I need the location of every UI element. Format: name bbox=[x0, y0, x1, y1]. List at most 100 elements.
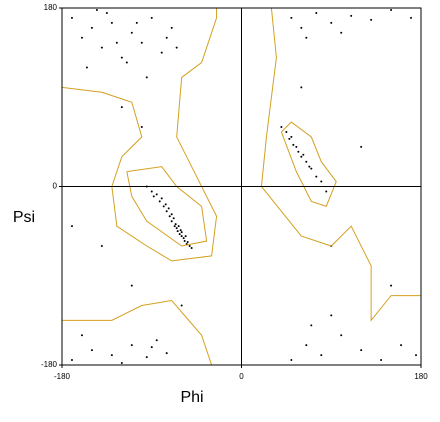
point bbox=[370, 18, 373, 21]
point bbox=[180, 231, 183, 234]
contour bbox=[126, 166, 208, 247]
x-tick-label: 180 bbox=[414, 372, 428, 381]
point bbox=[165, 352, 168, 355]
point bbox=[288, 137, 291, 140]
point bbox=[170, 26, 173, 29]
point bbox=[177, 225, 180, 228]
point bbox=[305, 160, 308, 163]
point bbox=[80, 334, 83, 337]
point bbox=[305, 36, 308, 39]
point bbox=[290, 16, 293, 19]
point bbox=[150, 16, 153, 19]
y-tick-label: -180 bbox=[41, 360, 58, 369]
point bbox=[340, 31, 343, 34]
point bbox=[155, 193, 158, 196]
point bbox=[285, 130, 288, 133]
point bbox=[140, 41, 143, 44]
point bbox=[85, 66, 88, 69]
point bbox=[400, 344, 403, 347]
point bbox=[165, 210, 168, 213]
point bbox=[320, 354, 323, 357]
point bbox=[182, 237, 185, 240]
point bbox=[315, 11, 318, 14]
point bbox=[302, 153, 305, 156]
point bbox=[280, 126, 283, 128]
point bbox=[183, 240, 186, 243]
point bbox=[90, 349, 93, 352]
point bbox=[90, 26, 93, 29]
point bbox=[152, 195, 155, 198]
point bbox=[170, 213, 173, 216]
point bbox=[415, 354, 418, 357]
x-tick-label: 0 bbox=[239, 372, 244, 381]
x-axis-title: Phi bbox=[180, 389, 203, 406]
point bbox=[167, 207, 170, 210]
point bbox=[178, 233, 181, 236]
y-axis-title: Psi bbox=[13, 209, 35, 226]
point bbox=[110, 21, 113, 24]
point bbox=[175, 46, 178, 49]
point bbox=[360, 145, 363, 148]
point bbox=[180, 304, 183, 307]
point bbox=[190, 246, 193, 249]
point bbox=[130, 284, 133, 287]
contour bbox=[280, 121, 337, 207]
point bbox=[410, 16, 413, 19]
point bbox=[170, 220, 173, 223]
point bbox=[165, 36, 168, 39]
point bbox=[325, 190, 328, 193]
point bbox=[125, 61, 128, 64]
point bbox=[164, 203, 167, 206]
point bbox=[160, 51, 163, 54]
point bbox=[180, 235, 183, 238]
point bbox=[290, 359, 293, 362]
point bbox=[80, 36, 83, 39]
point bbox=[158, 200, 161, 203]
point bbox=[100, 245, 103, 247]
point bbox=[290, 135, 293, 138]
point bbox=[330, 314, 333, 317]
y-tick-label: 0 bbox=[53, 182, 58, 191]
point bbox=[160, 197, 163, 200]
point bbox=[360, 349, 363, 352]
point bbox=[310, 167, 313, 170]
contour bbox=[260, 7, 421, 322]
point bbox=[145, 356, 148, 359]
point bbox=[175, 227, 178, 230]
point bbox=[168, 215, 171, 218]
point bbox=[320, 180, 323, 183]
point bbox=[130, 31, 133, 34]
x-tick-label: -180 bbox=[54, 372, 71, 381]
point bbox=[120, 106, 123, 109]
point bbox=[188, 245, 191, 247]
point bbox=[300, 86, 303, 89]
point bbox=[145, 76, 148, 79]
point bbox=[186, 241, 189, 244]
point bbox=[70, 16, 73, 19]
point bbox=[172, 217, 175, 220]
point bbox=[380, 359, 383, 362]
point bbox=[70, 359, 73, 362]
point bbox=[115, 41, 118, 44]
point bbox=[297, 150, 300, 153]
point bbox=[120, 56, 123, 59]
point bbox=[70, 225, 73, 228]
point bbox=[105, 11, 108, 14]
point bbox=[308, 165, 311, 168]
point bbox=[184, 235, 187, 238]
point bbox=[305, 344, 308, 347]
point bbox=[179, 229, 182, 232]
y-tick-label: 180 bbox=[44, 3, 58, 12]
point bbox=[162, 205, 165, 208]
point bbox=[315, 175, 318, 178]
point bbox=[390, 284, 393, 287]
point bbox=[390, 8, 393, 11]
point bbox=[350, 14, 353, 17]
contour bbox=[61, 8, 218, 262]
point bbox=[130, 344, 133, 347]
point bbox=[110, 354, 113, 357]
point bbox=[300, 26, 303, 29]
point bbox=[176, 230, 179, 233]
point bbox=[155, 339, 158, 342]
